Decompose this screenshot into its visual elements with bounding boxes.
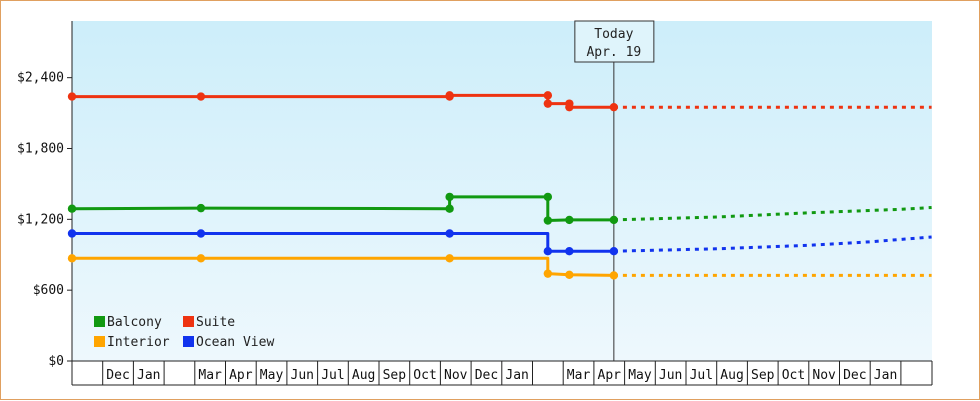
y-tick-label: $2,400 — [17, 71, 64, 86]
legend-label: Balcony — [107, 315, 162, 330]
data-point — [543, 247, 553, 256]
legend-swatch-balcony — [94, 316, 105, 327]
legend-swatch-suite — [183, 316, 194, 327]
month-label: Mar — [198, 368, 222, 383]
month-label: Aug — [720, 368, 743, 383]
today-box — [574, 20, 655, 63]
month-label: Oct — [782, 368, 805, 383]
month-label: Mar — [567, 368, 591, 383]
today-date: Apr. 19 — [586, 45, 641, 60]
legend: Balcony Suite Interior Ocean View — [94, 315, 274, 350]
data-point — [565, 247, 574, 256]
x-axis: Dec Jan Mar Apr May Jun Jul Aug Sep Oct Nov Dec Jan M… — [71, 361, 933, 386]
data-point — [196, 92, 206, 101]
legend-label: Suite — [196, 315, 235, 330]
y-tick-label: $1,200 — [17, 212, 64, 227]
legend-label: Interior — [107, 335, 170, 350]
data-point — [67, 254, 77, 263]
data-markers — [67, 91, 619, 280]
month-label: Dec — [106, 368, 129, 383]
today-label: Today — [594, 27, 633, 42]
data-point — [565, 215, 574, 225]
month-label: Oct — [413, 368, 436, 383]
month-label: Sep — [383, 368, 407, 383]
data-point — [196, 229, 206, 238]
data-point — [196, 254, 206, 263]
legend-label: Ocean View — [196, 335, 274, 350]
data-point — [445, 254, 454, 263]
data-point — [565, 270, 574, 280]
data-point — [196, 203, 206, 213]
plot-area — [72, 21, 932, 361]
month-label: Jul — [321, 368, 344, 383]
month-label: Sep — [751, 368, 775, 383]
forecast-line-balcony — [613, 206, 932, 222]
y-tick-label: $0 — [48, 354, 64, 369]
month-label: May — [628, 368, 652, 383]
data-point — [67, 229, 77, 238]
data-point — [67, 204, 77, 213]
data-point — [543, 192, 553, 202]
data-point — [445, 204, 454, 213]
y-axis: $0 $600 $1,200 $1,800 $2,400 — [17, 21, 932, 369]
data-point — [543, 269, 553, 278]
month-label: Jun — [659, 368, 682, 383]
month-label: Dec — [475, 368, 498, 383]
data-point — [543, 99, 553, 108]
month-label: May — [260, 368, 284, 383]
legend-swatch-ocean-view — [183, 336, 194, 347]
data-point — [609, 271, 619, 280]
data-point — [609, 102, 619, 112]
data-point — [445, 91, 454, 100]
data-point — [609, 247, 619, 256]
month-label: Aug — [352, 368, 375, 383]
month-label: Jan — [137, 368, 160, 383]
data-point — [543, 91, 553, 100]
data-point — [565, 102, 574, 112]
data-point — [609, 215, 619, 225]
legend-swatch-interior — [94, 336, 105, 347]
y-tick-label: $1,800 — [17, 142, 64, 157]
data-point — [445, 192, 454, 202]
month-label: Jun — [291, 368, 314, 383]
month-label: Jan — [505, 368, 528, 383]
month-label: Apr — [598, 368, 622, 383]
month-label: Jul — [690, 368, 713, 383]
data-point — [543, 216, 553, 225]
month-label: Apr — [229, 368, 253, 383]
month-label: Jan — [874, 368, 897, 383]
month-label: Dec — [843, 368, 866, 383]
data-point — [67, 92, 77, 101]
y-tick-label: $600 — [33, 283, 64, 298]
data-point — [445, 229, 454, 238]
today-marker: Today Apr. 19 — [574, 20, 655, 361]
month-label: Nov — [444, 368, 468, 383]
month-label: Nov — [812, 368, 836, 383]
